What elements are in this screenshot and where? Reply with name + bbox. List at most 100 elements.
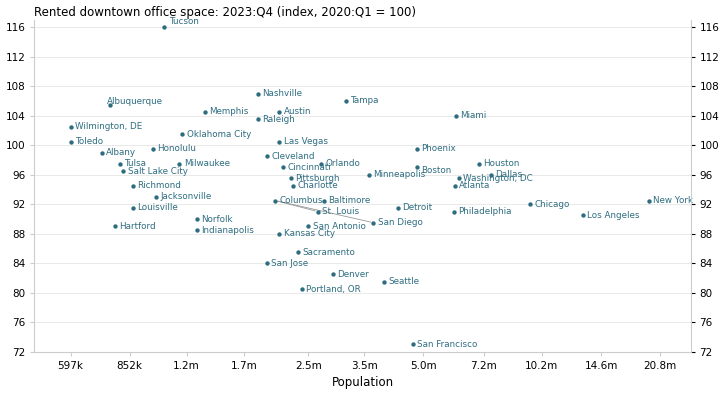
Text: Houston: Houston	[484, 159, 520, 168]
Point	[261, 260, 273, 267]
Text: San Diego: San Diego	[378, 218, 423, 227]
Point	[261, 153, 273, 160]
Point	[273, 109, 285, 115]
Text: Philadelphia: Philadelphia	[458, 207, 511, 216]
Point	[453, 175, 465, 182]
Text: Raleigh: Raleigh	[262, 115, 295, 124]
Text: Jacksonville: Jacksonville	[160, 192, 212, 201]
Point	[411, 146, 423, 152]
X-axis label: Population: Population	[331, 376, 394, 389]
Point	[473, 160, 485, 167]
Point	[287, 182, 299, 189]
Point	[363, 171, 375, 178]
Text: Chicago: Chicago	[534, 200, 569, 209]
Point	[109, 223, 121, 229]
Text: Tulsa: Tulsa	[124, 159, 146, 168]
Text: Baltimore: Baltimore	[328, 196, 370, 205]
Text: Detroit: Detroit	[402, 203, 433, 213]
Point	[273, 138, 285, 145]
Text: Indianapolis: Indianapolis	[202, 226, 254, 235]
Text: Salt Lake City: Salt Lake City	[128, 167, 187, 175]
Point	[451, 113, 463, 119]
Point	[327, 271, 339, 278]
Text: Miami: Miami	[460, 111, 486, 120]
Text: San Francisco: San Francisco	[418, 340, 478, 349]
Point	[312, 209, 324, 215]
Text: Norfolk: Norfolk	[202, 214, 233, 224]
Point	[191, 227, 203, 233]
Point	[177, 131, 189, 137]
Point	[65, 124, 76, 130]
Point	[296, 286, 307, 292]
Text: Louisville: Louisville	[137, 203, 178, 213]
Point	[104, 102, 116, 108]
Text: Dallas: Dallas	[495, 170, 522, 179]
Text: Austin: Austin	[283, 107, 311, 117]
Text: Cleveland: Cleveland	[271, 152, 315, 161]
Text: Las Vegas: Las Vegas	[283, 137, 328, 146]
Text: Boston: Boston	[420, 166, 451, 175]
Text: Portland, OR: Portland, OR	[306, 285, 360, 293]
Text: Denver: Denver	[337, 270, 369, 279]
Point	[411, 164, 423, 171]
Point	[340, 98, 352, 104]
Point	[252, 116, 264, 122]
Point	[448, 209, 460, 215]
Text: Orlando: Orlando	[326, 159, 360, 168]
Point	[407, 341, 419, 348]
Point	[292, 249, 304, 256]
Point	[278, 164, 289, 171]
Point	[578, 212, 589, 218]
Text: Albany: Albany	[106, 148, 136, 157]
Text: Charlotte: Charlotte	[297, 181, 338, 190]
Text: Phoenix: Phoenix	[420, 145, 455, 153]
Point	[151, 194, 162, 200]
Text: Sacramento: Sacramento	[302, 248, 355, 257]
Point	[378, 278, 390, 285]
Point	[159, 24, 170, 30]
Text: Washington, DC: Washington, DC	[463, 174, 533, 183]
Text: Minneapolis: Minneapolis	[373, 170, 426, 179]
Text: San Jose: San Jose	[271, 259, 308, 268]
Text: Columbus: Columbus	[280, 196, 323, 205]
Point	[174, 160, 186, 167]
Point	[285, 175, 297, 182]
Point	[270, 198, 281, 204]
Text: Milwaukee: Milwaukee	[183, 159, 230, 168]
Text: Seattle: Seattle	[389, 277, 420, 286]
Point	[318, 198, 330, 204]
Point	[147, 146, 159, 152]
Text: Albuquerque: Albuquerque	[107, 97, 163, 106]
Text: Rented downtown office space: 2023:Q4 (index, 2020:Q1 = 100): Rented downtown office space: 2023:Q4 (i…	[35, 6, 416, 19]
Point	[302, 223, 314, 229]
Point	[644, 198, 655, 204]
Point	[524, 201, 536, 207]
Text: Kansas City: Kansas City	[283, 229, 335, 238]
Text: Tampa: Tampa	[350, 96, 378, 105]
Text: San Antonio: San Antonio	[312, 222, 365, 231]
Text: Cincinnati: Cincinnati	[288, 163, 331, 172]
Point	[114, 160, 125, 167]
Point	[117, 168, 129, 174]
Text: Wilmington, DE: Wilmington, DE	[75, 122, 142, 131]
Point	[315, 160, 327, 167]
Text: Honolulu: Honolulu	[157, 145, 196, 153]
Point	[392, 205, 404, 211]
Point	[191, 216, 203, 222]
Text: Memphis: Memphis	[209, 107, 249, 117]
Text: Nashville: Nashville	[262, 89, 302, 98]
Text: Los Angeles: Los Angeles	[587, 211, 640, 220]
Text: St. Louis: St. Louis	[322, 207, 360, 216]
Point	[485, 171, 497, 178]
Point	[273, 231, 285, 237]
Text: Pittsburgh: Pittsburgh	[295, 174, 339, 183]
Point	[128, 205, 139, 211]
Text: Atlanta: Atlanta	[459, 181, 491, 190]
Point	[450, 182, 461, 189]
Point	[65, 138, 76, 145]
Text: Tucson: Tucson	[168, 17, 199, 26]
Point	[252, 90, 264, 97]
Text: Hartford: Hartford	[119, 222, 156, 231]
Point	[96, 149, 107, 156]
Text: Toledo: Toledo	[75, 137, 103, 146]
